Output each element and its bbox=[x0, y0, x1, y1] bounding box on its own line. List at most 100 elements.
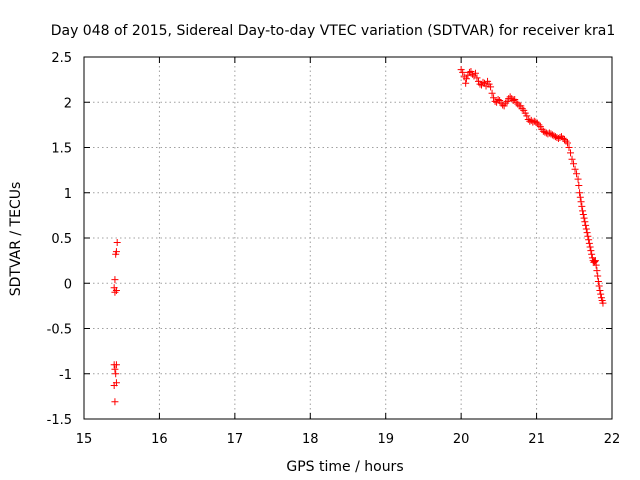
data-point bbox=[533, 119, 541, 127]
data-point bbox=[527, 116, 535, 124]
y-axis-tick-labels: -1.5 -1 -0.5 0 0.5 1 1.5 2 2.5 bbox=[47, 51, 72, 428]
data-point bbox=[539, 127, 547, 135]
data-point bbox=[560, 135, 568, 143]
y-tick-label: 0.5 bbox=[51, 232, 72, 247]
y-tick-label: 2.5 bbox=[51, 51, 72, 66]
data-point bbox=[523, 112, 531, 120]
data-point bbox=[599, 299, 607, 307]
x-tick-label: 22 bbox=[604, 432, 621, 447]
data-point bbox=[563, 139, 571, 147]
data-point bbox=[596, 286, 604, 294]
y-tick-label: -0.5 bbox=[47, 323, 72, 338]
data-point bbox=[111, 365, 119, 373]
data-point bbox=[476, 80, 484, 88]
data-point bbox=[567, 149, 575, 157]
data-series-kra1 bbox=[110, 66, 607, 406]
data-point bbox=[594, 277, 602, 285]
data-point bbox=[502, 99, 510, 107]
data-point bbox=[112, 379, 120, 387]
data-point bbox=[579, 207, 587, 215]
data-point bbox=[535, 121, 543, 129]
data-point bbox=[565, 144, 573, 151]
data-point bbox=[112, 370, 120, 378]
data-point bbox=[113, 239, 121, 247]
data-point bbox=[578, 202, 586, 210]
data-point bbox=[593, 267, 601, 275]
x-axis-title: GPS time / hours bbox=[286, 459, 403, 475]
data-point bbox=[491, 97, 499, 105]
data-point bbox=[482, 82, 490, 90]
data-point bbox=[473, 74, 481, 82]
data-point bbox=[111, 276, 119, 284]
data-point bbox=[568, 155, 576, 163]
data-point bbox=[594, 272, 602, 280]
x-tick-label: 15 bbox=[76, 432, 93, 447]
data-point bbox=[111, 288, 119, 296]
data-point bbox=[465, 68, 473, 76]
data-point bbox=[112, 248, 120, 256]
data-point bbox=[586, 243, 594, 251]
axis-ticks bbox=[83, 56, 613, 420]
data-point bbox=[562, 137, 570, 145]
data-point bbox=[514, 100, 522, 108]
data-point bbox=[462, 79, 470, 87]
y-tick-label: 1.5 bbox=[51, 142, 72, 157]
data-point bbox=[111, 398, 119, 406]
data-point bbox=[512, 98, 520, 106]
data-point bbox=[487, 83, 495, 91]
x-tick-label: 21 bbox=[528, 432, 545, 447]
chart-title: Day 048 of 2015, Sidereal Day-to-day VTE… bbox=[51, 23, 616, 39]
data-point bbox=[499, 101, 507, 109]
data-point bbox=[585, 239, 593, 247]
data-point bbox=[530, 117, 538, 125]
y-tick-label: -1.5 bbox=[47, 413, 72, 428]
y-tick-label: 1 bbox=[64, 187, 72, 202]
data-point bbox=[112, 361, 120, 369]
data-point bbox=[524, 115, 532, 123]
data-point bbox=[548, 131, 556, 139]
data-point bbox=[508, 95, 516, 103]
data-point bbox=[545, 129, 553, 137]
data-point bbox=[582, 221, 590, 229]
data-point bbox=[582, 225, 590, 233]
data-point bbox=[462, 75, 470, 83]
data-point bbox=[518, 105, 526, 113]
y-tick-label: -1 bbox=[59, 368, 72, 383]
x-tick-label: 20 bbox=[453, 432, 470, 447]
data-point bbox=[584, 232, 592, 240]
data-point bbox=[459, 68, 467, 76]
y-tick-label: 2 bbox=[64, 96, 72, 111]
data-point bbox=[506, 93, 514, 101]
data-point bbox=[488, 89, 496, 97]
data-point bbox=[479, 78, 487, 86]
data-point bbox=[575, 182, 583, 190]
data-point bbox=[494, 96, 502, 104]
data-point bbox=[579, 210, 587, 218]
data-point bbox=[588, 250, 596, 258]
data-point bbox=[580, 214, 588, 222]
data-point bbox=[471, 69, 479, 77]
x-tick-label: 18 bbox=[302, 432, 319, 447]
data-point bbox=[577, 198, 585, 206]
x-tick-label: 17 bbox=[227, 432, 244, 447]
x-tick-label: 19 bbox=[377, 432, 394, 447]
grid-lines bbox=[84, 57, 612, 419]
data-point bbox=[468, 70, 476, 78]
data-point bbox=[592, 261, 600, 269]
data-point bbox=[556, 134, 564, 142]
data-point bbox=[585, 236, 593, 244]
data-point bbox=[581, 218, 589, 226]
data-point bbox=[571, 165, 579, 173]
data-point bbox=[576, 193, 584, 201]
data-point bbox=[595, 282, 603, 290]
data-point bbox=[509, 96, 517, 104]
data-point bbox=[591, 257, 599, 265]
y-axis-title: SDTVAR / TECUs bbox=[8, 182, 24, 297]
data-point bbox=[583, 229, 591, 237]
data-point bbox=[110, 284, 118, 292]
data-point bbox=[570, 160, 578, 168]
data-point bbox=[597, 290, 605, 298]
x-tick-label: 16 bbox=[151, 432, 168, 447]
